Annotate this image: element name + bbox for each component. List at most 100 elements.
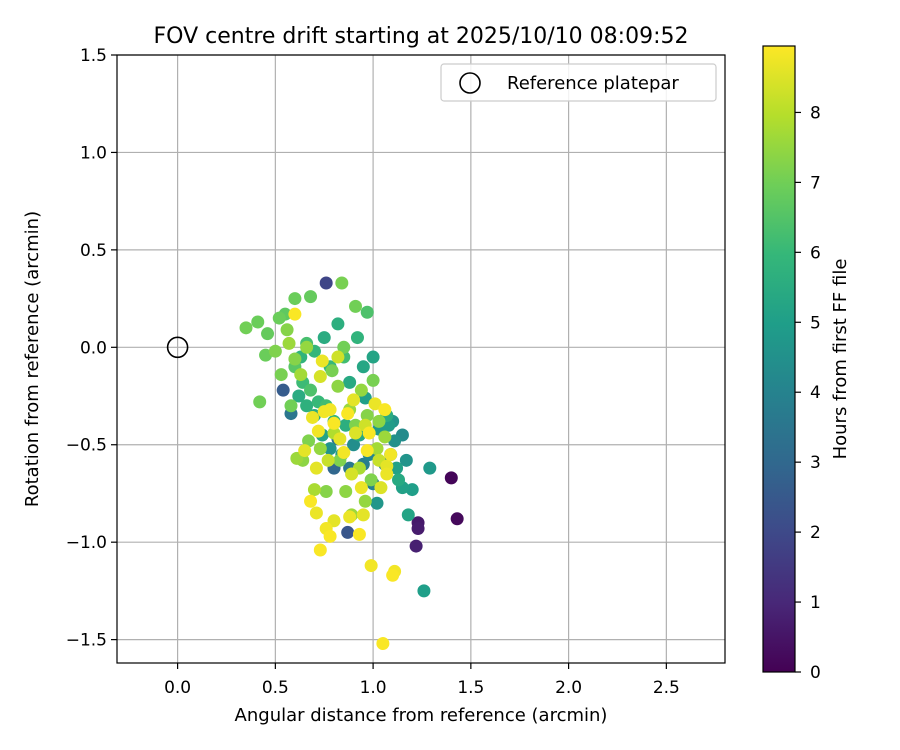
data-point — [349, 299, 363, 313]
x-tick-label: 0.0 — [164, 678, 191, 698]
data-point — [354, 481, 368, 495]
data-point — [352, 527, 366, 541]
data-point — [417, 584, 431, 598]
data-point — [411, 522, 425, 536]
colorbar-tick-label: 5 — [810, 313, 821, 333]
data-point — [337, 340, 351, 354]
axes-frame — [116, 54, 726, 664]
data-point — [304, 383, 318, 397]
y-axis-ticks: 1.5 1.0 0.5 0.0 −0.5 −1.0 −1.5 — [66, 46, 117, 651]
x-axis-ticks: 0.0 0.5 1.0 1.5 2.0 2.5 — [164, 663, 680, 698]
data-point — [444, 471, 458, 485]
data-point — [261, 327, 275, 341]
data-point — [304, 290, 318, 304]
legend: Reference platepar — [440, 63, 717, 102]
data-point — [399, 453, 413, 467]
y-tick-label: 0.0 — [80, 338, 107, 358]
data-point — [292, 389, 306, 403]
colorbar-tick-label: 3 — [810, 453, 821, 473]
data-point — [272, 311, 286, 325]
data-point — [321, 453, 335, 467]
data-point — [347, 438, 361, 452]
data-point — [337, 446, 351, 460]
x-tick-label: 2.5 — [653, 678, 680, 698]
data-point — [313, 442, 327, 456]
data-point — [259, 348, 273, 362]
colorbar-tick-label: 6 — [810, 243, 821, 263]
data-point — [298, 444, 312, 458]
data-point — [360, 409, 374, 423]
data-point — [335, 276, 349, 290]
data-point — [327, 416, 341, 430]
data-point — [304, 494, 318, 508]
data-point — [313, 543, 327, 557]
colorbar-tick-label: 8 — [810, 103, 821, 123]
y-axis-label: Rotation from reference (arcmin) — [22, 211, 43, 507]
data-point — [354, 383, 368, 397]
data-point — [268, 344, 282, 358]
plot-area — [117, 55, 725, 663]
colorbar-tick-label: 7 — [810, 173, 821, 193]
data-point — [300, 340, 314, 354]
x-tick-label: 0.5 — [262, 678, 289, 698]
colorbar-tick-label: 0 — [810, 663, 821, 683]
x-tick-label: 1.0 — [360, 678, 387, 698]
data-point — [376, 637, 390, 651]
data-point — [323, 442, 337, 456]
data-point — [341, 407, 355, 421]
data-point — [315, 354, 329, 368]
legend-label: Reference platepar — [507, 73, 679, 94]
chart-title: FOV centre drift starting at 2025/10/10 … — [154, 24, 689, 49]
data-point — [309, 461, 323, 475]
legend-marker — [459, 72, 481, 94]
data-point — [409, 539, 423, 553]
colorbar-label: Hours from first FF file — [830, 259, 851, 460]
data-point — [423, 461, 437, 475]
y-tick-label: 1.0 — [80, 143, 107, 163]
data-point — [392, 473, 406, 487]
colorbar-tick-label: 2 — [810, 523, 821, 543]
x-axis-label: Angular distance from reference (arcmin) — [235, 705, 608, 726]
data-point — [360, 444, 374, 458]
data-point — [331, 317, 345, 331]
data-point — [302, 434, 316, 448]
data-point — [374, 481, 388, 495]
legend-box — [440, 63, 717, 102]
data-point — [343, 375, 357, 389]
data-point — [339, 418, 353, 432]
data-point — [401, 508, 415, 522]
data-point — [319, 276, 333, 290]
data-point — [288, 292, 302, 306]
data-point — [380, 467, 394, 481]
data-point — [319, 485, 333, 499]
data-point — [370, 496, 384, 510]
y-tick-label: −1.5 — [66, 631, 107, 651]
data-point — [280, 323, 294, 337]
scatter-points — [239, 276, 464, 651]
data-point — [356, 360, 370, 374]
data-point — [349, 426, 363, 440]
data-point — [339, 485, 353, 499]
y-tick-label: 1.5 — [80, 46, 107, 66]
data-point — [276, 383, 290, 397]
y-tick-label: −1.0 — [66, 533, 107, 553]
data-point — [307, 483, 321, 497]
data-point — [282, 336, 296, 350]
data-point — [347, 393, 361, 407]
data-point — [325, 364, 339, 378]
data-point — [366, 350, 380, 364]
data-point — [405, 483, 419, 497]
data-point — [372, 414, 386, 428]
data-point — [253, 395, 267, 409]
y-tick-label: 0.5 — [80, 241, 107, 261]
data-point — [309, 506, 323, 520]
data-point — [239, 321, 253, 335]
data-point — [450, 512, 464, 526]
data-point — [358, 494, 372, 508]
data-point — [294, 368, 308, 382]
colorbar-tick-label: 4 — [810, 383, 821, 403]
grid — [117, 54, 725, 663]
data-point — [300, 399, 314, 413]
